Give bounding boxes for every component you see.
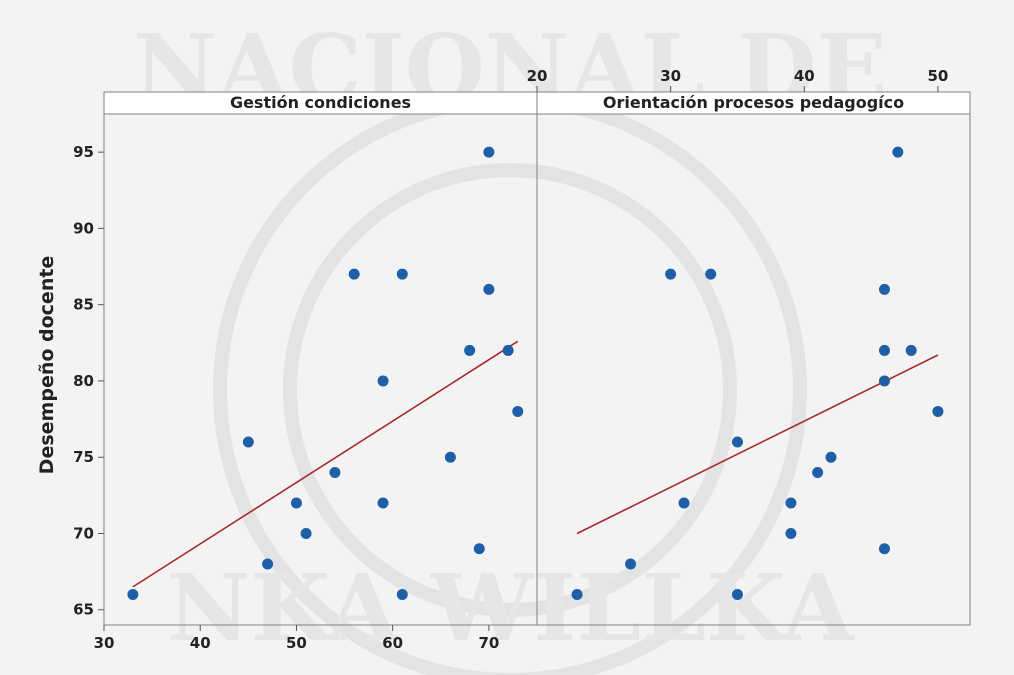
- data-point: [290, 497, 302, 509]
- data-point: [242, 436, 254, 448]
- data-point: [705, 268, 717, 280]
- y-tick-label: 85: [73, 296, 94, 314]
- x-tick-label: 30: [660, 67, 681, 85]
- watermark-seal-inner-ring: [283, 163, 737, 617]
- data-point: [377, 375, 389, 387]
- watermark-bottom-text: NKA WILLKA: [166, 554, 855, 662]
- data-point: [932, 405, 944, 417]
- data-point: [812, 466, 824, 478]
- data-point: [878, 283, 890, 295]
- data-point: [464, 344, 476, 356]
- data-point: [625, 558, 637, 570]
- panel-header: [536, 91, 971, 115]
- y-tick-label: 70: [73, 524, 94, 542]
- x-tick-label: 50: [927, 67, 948, 85]
- data-point: [300, 527, 312, 539]
- y-tick-label: 95: [73, 143, 94, 161]
- data-point: [127, 588, 139, 600]
- data-point: [262, 558, 274, 570]
- data-point: [502, 344, 514, 356]
- x-tick-label: 30: [94, 634, 115, 652]
- plot-area: 65 70 75 80 85 90 95 Gestión condiciones 30 40 50 6…: [73, 67, 971, 652]
- x-tick-label: 20: [527, 67, 548, 85]
- data-point: [665, 268, 677, 280]
- y-axis-label: Desempeño docente: [36, 256, 58, 475]
- regression-line: [132, 340, 519, 588]
- data-point: [396, 588, 408, 600]
- y-tick-label: 65: [73, 601, 94, 619]
- data-point: [483, 146, 495, 158]
- x-tick-label: 50: [286, 634, 307, 652]
- data-point: [512, 405, 524, 417]
- data-point: [473, 543, 485, 555]
- panel-title: Orientación procesos pedagogíco: [603, 93, 904, 112]
- y-tick-label: 75: [73, 448, 94, 466]
- panel-title: Gestión condiciones: [230, 93, 411, 112]
- data-point: [678, 497, 690, 509]
- data-point: [444, 451, 456, 463]
- data-point: [905, 344, 917, 356]
- x-tick-label: 40: [190, 634, 211, 652]
- data-point: [785, 527, 797, 539]
- x-tick-label: 40: [794, 67, 815, 85]
- y-tick-label: 90: [73, 219, 94, 237]
- panel-2: Orientación procesos pedagogíco 20 30 40 50: [527, 67, 971, 626]
- x-tick-label: 60: [382, 634, 403, 652]
- data-point: [396, 268, 408, 280]
- data-point: [571, 588, 583, 600]
- data-point: [878, 543, 890, 555]
- data-point: [348, 268, 360, 280]
- data-point: [377, 497, 389, 509]
- data-point: [785, 497, 797, 509]
- data-point: [878, 344, 890, 356]
- data-point: [878, 375, 890, 387]
- data-point: [892, 146, 904, 158]
- data-point: [731, 436, 743, 448]
- data-point: [825, 451, 837, 463]
- data-point: [483, 283, 495, 295]
- x-tick-label: 70: [478, 634, 499, 652]
- data-point: [329, 466, 341, 478]
- regression-line: [576, 354, 939, 535]
- data-point: [731, 588, 743, 600]
- y-tick-label: 80: [73, 372, 94, 390]
